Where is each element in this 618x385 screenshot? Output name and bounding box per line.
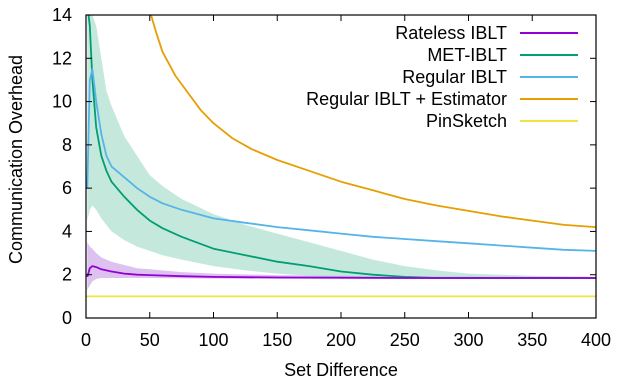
legend-label-0: Rateless IBLT [395,23,507,43]
y-tick-label-5: 10 [52,92,72,112]
x-tick-label-0: 0 [81,330,91,350]
axis-ticks [85,14,597,319]
y-tick-labels: 0 2 4 6 8 10 12 14 [52,5,72,328]
legend-label-4: PinSketch [426,111,507,131]
y-tick-label-2: 4 [62,221,72,241]
series-lines [86,15,596,298]
x-tick-label-5: 250 [390,330,420,350]
x-tick-label-8: 400 [581,330,611,350]
x-tick-label-6: 300 [453,330,483,350]
y-tick-label-7: 14 [52,5,72,25]
x-tick-label-3: 150 [262,330,292,350]
series-line-2 [86,68,596,252]
y-tick-label-1: 2 [62,265,72,285]
confidence-bands [87,15,596,290]
series-line-3 [150,15,596,228]
legend-label-1: MET-IBLT [427,45,507,65]
x-tick-label-2: 100 [198,330,228,350]
y-axis-label: Communication Overhead [6,55,26,264]
x-tick-label-4: 200 [326,330,356,350]
x-axis-label: Set Difference [284,360,398,380]
legend-label-3: Regular IBLT + Estimator [306,89,507,109]
y-tick-label-6: 12 [52,48,72,68]
series-line-0 [86,265,596,279]
legend-label-2: Regular IBLT [402,67,507,87]
y-tick-label-0: 0 [62,308,72,328]
y-tick-label-4: 8 [62,135,72,155]
x-tick-labels: 0 50 100 150 200 250 300 350 400 [81,330,611,350]
x-tick-label-7: 350 [517,330,547,350]
y-tick-label-3: 6 [62,178,72,198]
x-tick-label-1: 50 [140,330,160,350]
